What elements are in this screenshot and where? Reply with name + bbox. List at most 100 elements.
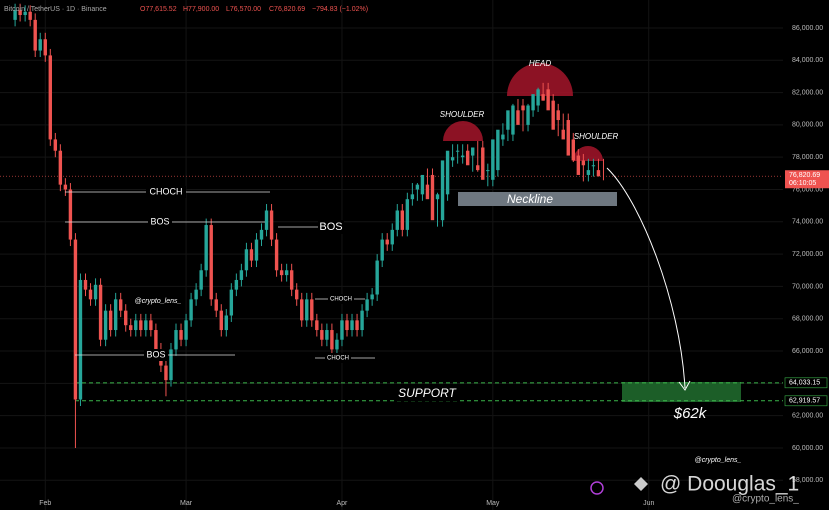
candle-body [209,225,213,300]
annotation: CHOCH [150,186,183,196]
candle-body [300,299,304,321]
target-box [622,382,741,402]
candle-body [154,330,158,350]
candle-body [566,120,570,156]
y-tick-label: 74,000.00 [792,219,823,226]
candle-body [174,330,178,350]
level-label: 64,033.15 [789,380,820,387]
candle-body [179,330,183,340]
candle-body [345,320,349,331]
candle-body [465,150,470,166]
candle-body [83,279,88,290]
candle-body [134,320,138,331]
candle-body [224,315,229,331]
annotation: SHOULDER [574,132,619,141]
candle-body [496,129,500,171]
candle-body [596,170,601,177]
candle-body [551,100,555,130]
candle-body [471,147,475,156]
candle-body [295,289,299,300]
candle-body [204,225,208,271]
candle-body [305,299,309,321]
candle-body [370,294,374,300]
candle-body [254,239,259,261]
candle-body [355,320,359,331]
annotation: BOS [146,349,165,359]
candle-body [239,270,244,280]
candle-body [113,299,118,331]
x-tick-label: Apr [337,500,349,507]
candle-body [274,239,279,271]
candle-body [269,210,274,240]
candle-body [455,150,460,152]
watermark-handle: @crypto_lens_ [732,494,799,505]
ohlc-value: C76,820.69 [269,6,305,13]
candle-body [506,110,510,130]
projection-arrow [606,167,686,389]
left-shoulder-shape [443,121,483,141]
watermark-logo [634,477,648,491]
candle-body [13,10,17,20]
level-label: 62,919.57 [789,398,820,405]
logo-icon [590,481,604,495]
candle-body [410,194,415,200]
candle-body [189,299,193,321]
candle-body [400,210,405,230]
y-tick-label: 72,000.00 [792,251,823,258]
candle-body [78,279,83,400]
handle: @crypto_lens_ [695,457,742,464]
candle-body [481,147,485,180]
candle-body [350,320,354,331]
x-tick-label: Feb [39,500,51,507]
candle-body [335,339,339,350]
candle-body [139,320,143,331]
candle-body [325,330,329,340]
candle-body [420,174,425,195]
candles [13,3,604,448]
annotation: Neckline [507,192,553,206]
candle-body [53,139,58,151]
ohlc-value: −794.83 (−1.02%) [312,6,368,13]
candle-body [73,239,78,400]
candle-body [521,105,525,111]
candle-body [194,289,198,300]
y-tick-label: 58,000.00 [792,477,823,484]
candle-body [385,239,389,245]
candle-body [561,129,565,140]
candle-body [445,150,450,195]
candle-body [450,157,455,161]
annotation: HEAD [529,59,551,68]
candle-body [23,11,27,16]
label-bg [144,349,168,361]
candle-body [149,320,153,331]
candle-body [58,150,63,185]
price-axis-bg [783,0,829,510]
axes: 58,000.0060,000.0062,000.0064,000.0066,0… [39,0,829,510]
candle-body [491,139,495,180]
candle-body [440,160,445,221]
y-tick-label: 70,000.00 [792,283,823,290]
candle-body [164,365,168,381]
candle-body [33,19,37,51]
candle-body [591,165,596,167]
candle-body [169,349,173,381]
x-tick-label: Mar [180,500,193,507]
candle-body [425,184,430,200]
candle-body [249,249,254,261]
candle-body [516,110,520,125]
candle-body [365,299,369,311]
candle-body [244,249,249,271]
candle-body [284,270,289,276]
annotation: CHOCH [330,297,352,303]
y-tick-label: 78,000.00 [792,154,823,161]
handle: @crypto_lens_ [135,298,182,305]
candle-body [476,165,480,171]
candle-body [43,39,47,56]
last-price-label: 76,820.69 [789,172,820,179]
ohlc-value: O77,615.52 [140,6,177,13]
annotation: SUPPORT [398,386,457,400]
candle-body [330,330,334,350]
y-tick-label: 80,000.00 [792,122,823,129]
